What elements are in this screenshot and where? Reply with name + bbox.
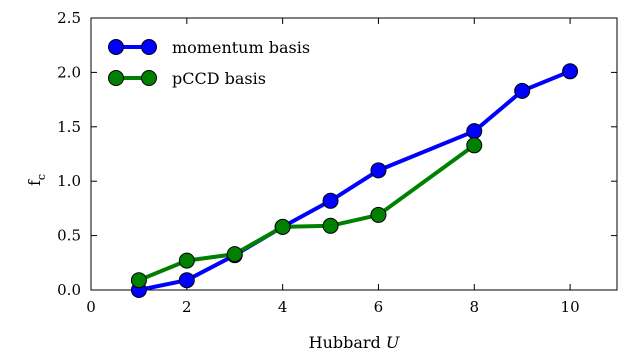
y-tick-label: 1.5 xyxy=(57,118,81,136)
legend-item: momentum basis xyxy=(108,38,310,57)
y-tick-label: 0.5 xyxy=(57,227,81,245)
legend-label: momentum basis xyxy=(172,38,310,57)
legend-item: pCCD basis xyxy=(108,69,266,88)
data-point xyxy=(562,63,579,80)
plot-frame xyxy=(90,17,618,291)
data-point xyxy=(322,217,339,234)
data-point xyxy=(322,192,339,209)
y-tick-label: 2.5 xyxy=(57,9,81,27)
x-tick-label: 8 xyxy=(469,298,479,316)
y-tick-label: 2.0 xyxy=(57,63,81,81)
plot-border xyxy=(90,17,618,291)
y-tick-label: 1.0 xyxy=(57,172,81,190)
x-tick-label: 10 xyxy=(561,298,580,316)
data-point xyxy=(370,162,387,179)
data-point xyxy=(466,137,483,154)
x-tick-label: 0 xyxy=(86,298,96,316)
axis-ticks: 0 2 4 6 8 10 0.0 0.5 1.0 1.5 2.0 2.5 xyxy=(57,9,617,316)
x-axis-label: Hubbard U xyxy=(309,333,400,352)
data-point xyxy=(274,218,291,235)
data-point xyxy=(130,272,147,289)
legend-marker xyxy=(141,70,157,86)
series-layer xyxy=(130,63,579,298)
data-point xyxy=(178,252,195,269)
data-point xyxy=(514,82,531,99)
data-point xyxy=(466,123,483,140)
data-point xyxy=(370,206,387,223)
data-point xyxy=(226,246,243,263)
x-tick-label: 2 xyxy=(182,298,192,316)
y-tick-label: 0.0 xyxy=(57,281,81,299)
x-tick-label: 6 xyxy=(374,298,384,316)
y-axis-label: fc xyxy=(25,174,48,186)
legend-marker xyxy=(108,70,124,86)
data-point xyxy=(178,272,195,289)
legend-marker xyxy=(141,39,157,55)
legend-label: pCCD basis xyxy=(172,69,266,88)
legend: momentum basis pCCD basis xyxy=(108,38,310,88)
x-tick-label: 4 xyxy=(278,298,288,316)
series-1 xyxy=(130,63,579,298)
legend-marker xyxy=(108,39,124,55)
series-2 xyxy=(130,137,483,289)
